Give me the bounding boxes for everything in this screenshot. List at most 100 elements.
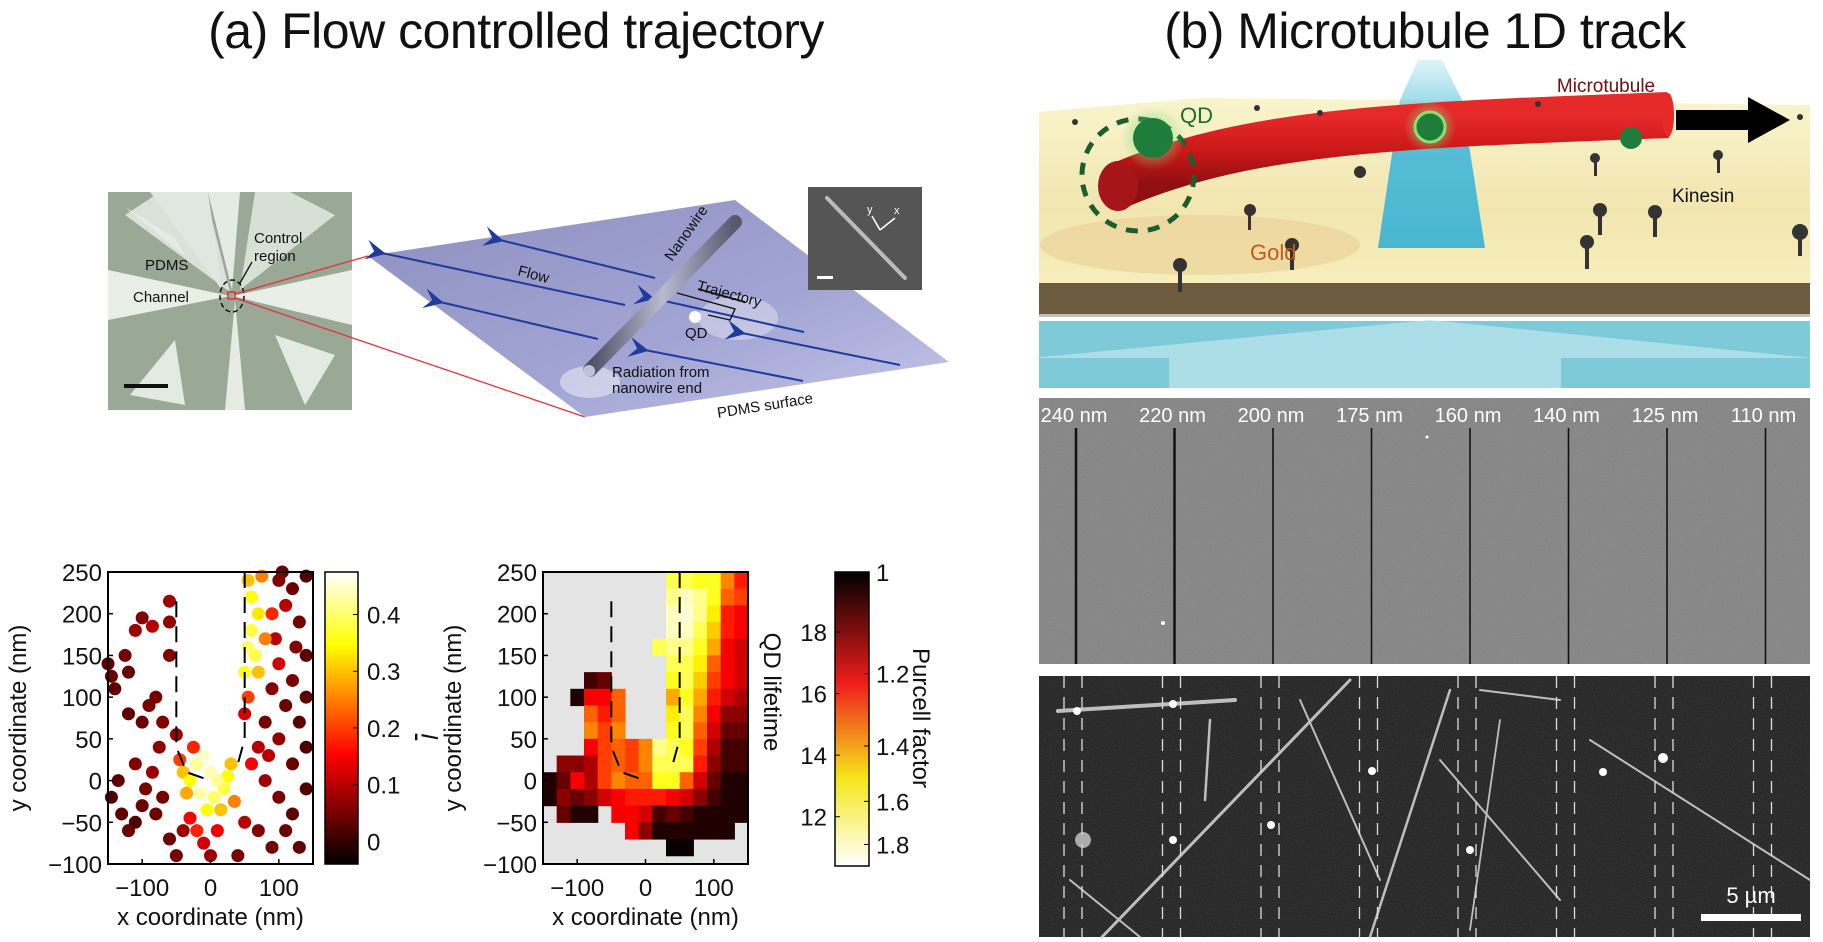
label-qd: QD — [685, 325, 708, 342]
heatmap-cell — [720, 572, 735, 590]
heatmap-cell — [679, 738, 694, 757]
motion-arrow — [1676, 97, 1790, 143]
heatmap-cell — [693, 672, 708, 690]
heatmap-cell — [693, 788, 708, 807]
x-tick-label: 100 — [694, 875, 734, 902]
scatter-point — [227, 794, 241, 808]
heatmap-cell — [734, 705, 749, 723]
scatter-point — [272, 573, 286, 587]
colorbar-tick-label: 0.2 — [367, 716, 400, 743]
heatmap-cell — [570, 788, 585, 807]
heatmap-cell — [693, 805, 708, 823]
heatmap-cell — [611, 705, 626, 723]
scatter-point — [265, 840, 279, 854]
guide-dashed-line — [671, 572, 681, 765]
scatter-point — [186, 740, 200, 754]
heatmap-cell — [556, 772, 571, 790]
heatmap-cell — [625, 788, 640, 807]
scatter-point — [163, 648, 176, 662]
heatmap-cell — [720, 822, 735, 840]
label-radiation-2: nanowire end — [612, 380, 702, 397]
scatter-point — [224, 757, 238, 771]
heatmap-cell — [584, 772, 599, 790]
heatmap-cell — [707, 805, 722, 823]
scatter-point — [262, 749, 276, 763]
microtubule — [1111, 92, 1669, 207]
heatmap-cell — [734, 622, 749, 640]
heatmap-cell — [734, 655, 749, 673]
scatter-point — [286, 807, 299, 821]
colorbar-right-tick-label: 1.6 — [876, 789, 909, 816]
heatmap-cell — [597, 672, 612, 690]
heatmap-cell — [734, 588, 749, 606]
colorbar-right-tick-label: 1.8 — [876, 832, 909, 859]
x-tick-label: −100 — [115, 875, 169, 902]
zoom-line-top — [234, 255, 369, 295]
colorbar-left-label: QD lifetime — [758, 633, 785, 752]
heatmap-cell — [666, 572, 681, 590]
heatmap-cell — [652, 755, 667, 773]
heatmap-cell — [584, 755, 599, 773]
heatmap-cell — [707, 688, 722, 707]
heatmap-cell — [707, 822, 722, 840]
heatmap-cell — [597, 755, 612, 773]
heatmap-cell — [693, 588, 708, 606]
heatmap-cell — [666, 588, 681, 606]
heatmap-cell — [734, 788, 749, 807]
label-gold: Gold — [1250, 240, 1296, 265]
heatmap-cell — [734, 672, 749, 690]
gap-width-label: 110 nm — [1731, 405, 1796, 427]
heatmap-cell — [666, 638, 681, 657]
heatmap-cell — [693, 638, 708, 657]
gap-width-label: 240 nm — [1041, 405, 1108, 427]
heatmap-cell — [707, 672, 722, 690]
colorbar-left-tick-label: 18 — [800, 620, 827, 647]
heatmap-cell — [720, 772, 735, 790]
heatmap-cell — [707, 655, 722, 673]
fluorescence-image: 5 µm — [1039, 676, 1811, 939]
heatmap-cell — [693, 738, 708, 757]
heatmap-cell — [570, 688, 585, 707]
inset-axis-y: y — [867, 204, 873, 216]
heatmap-cell — [666, 605, 681, 623]
heatmap-cell — [584, 672, 599, 690]
y-axis-label: y coordinate (nm) — [5, 625, 32, 812]
heatmap-cell — [638, 788, 653, 807]
scatter-point — [299, 782, 313, 796]
x-tick-label: −100 — [550, 875, 604, 902]
heatmap-cell — [679, 688, 694, 707]
scatter-point — [145, 765, 159, 779]
heatmap-cell — [734, 805, 749, 823]
inset-nanowire — [825, 196, 907, 280]
scatter-point — [108, 682, 122, 696]
heatmap-cell — [720, 605, 735, 623]
label-microtubule: Microtubule — [1557, 76, 1655, 97]
y-tick-label: 150 — [497, 643, 537, 670]
scatter-point — [115, 807, 129, 821]
heatmap-cell — [597, 788, 612, 807]
heatmap-cell — [734, 605, 749, 623]
scatter-point — [104, 790, 118, 804]
heatmap-cell — [734, 755, 749, 773]
heatmap-cell — [638, 822, 653, 840]
heatmap-cell — [734, 772, 749, 790]
colorbar-right-tick-label: 1.4 — [876, 734, 909, 761]
scatter-point — [122, 824, 135, 838]
kinesin-motors — [1072, 101, 1808, 292]
heatmap-cell — [570, 755, 585, 773]
scatter-point — [210, 824, 224, 838]
y-tick-label: 50 — [510, 727, 537, 754]
label-pdms: PDMS — [145, 257, 188, 274]
heatmap-cell — [652, 822, 667, 840]
scatter-point — [197, 836, 211, 850]
heatmap-cell — [584, 722, 599, 740]
inset-scale-bar — [817, 276, 833, 279]
heatmap-cell — [666, 655, 681, 673]
scatter-point — [156, 790, 170, 804]
heatmap-cell — [638, 772, 653, 790]
heatmap-cell — [679, 722, 694, 740]
scatter-point — [258, 632, 272, 646]
heatmap-cell — [652, 772, 667, 790]
scatter-point — [251, 607, 265, 621]
